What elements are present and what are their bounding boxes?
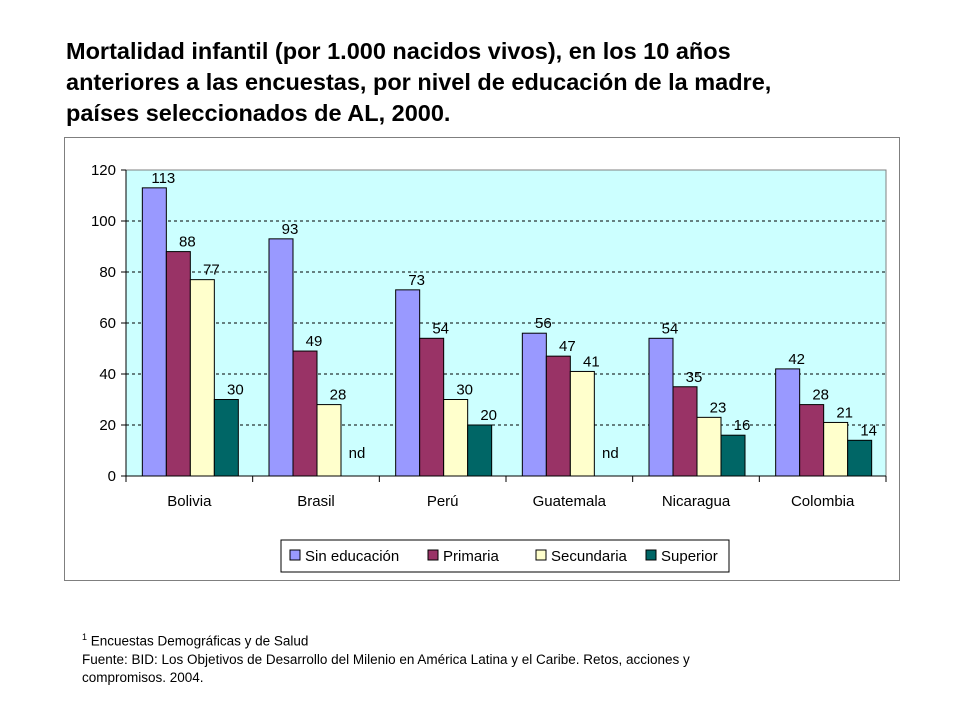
bar: [545, 355, 571, 477]
x-tick-label: Perú: [427, 493, 459, 510]
data-label: 16: [734, 417, 751, 434]
y-tick-label: 100: [91, 213, 116, 230]
bar: [775, 368, 801, 477]
data-label: 30: [227, 382, 244, 399]
bar: [141, 187, 167, 477]
data-label: 77: [203, 262, 220, 279]
bar: [799, 404, 825, 477]
data-label: nd: [349, 445, 366, 462]
x-tick-label: Colombia: [791, 493, 855, 510]
data-label: 21: [836, 404, 853, 421]
data-label: 41: [583, 353, 600, 370]
legend-label: Superior: [661, 548, 718, 565]
data-label: 30: [456, 382, 473, 399]
data-label: 54: [432, 320, 449, 337]
bar: [467, 424, 493, 477]
footnote-survey-text: Encuestas Demográficas y de Salud: [87, 633, 309, 649]
data-label: 56: [535, 315, 552, 332]
bar: [823, 421, 849, 477]
bar: [316, 404, 342, 477]
data-label: 42: [788, 351, 805, 368]
data-label: 54: [662, 320, 679, 337]
bar: [696, 416, 722, 477]
legend-swatch: [645, 549, 657, 561]
bar: [292, 350, 318, 477]
legend-swatch: [427, 549, 439, 561]
y-tick-label: 80: [99, 264, 116, 281]
bar: [847, 439, 873, 477]
legend-label: Secundaria: [551, 548, 628, 565]
data-label: 88: [179, 234, 196, 251]
y-tick-label: 0: [108, 468, 116, 485]
bar: [569, 370, 595, 477]
bar: [395, 289, 421, 477]
bar: [419, 337, 445, 477]
data-label: 28: [330, 387, 347, 404]
x-tick-label: Nicaragua: [662, 493, 731, 510]
data-label: 113: [151, 170, 175, 187]
y-tick-label: 40: [99, 366, 116, 383]
bar: [720, 434, 746, 477]
data-label: nd: [602, 445, 619, 462]
legend-swatch: [535, 549, 547, 561]
data-label: 20: [480, 407, 497, 424]
bar: [648, 337, 674, 477]
y-tick-label: 120: [91, 162, 116, 179]
data-label: 14: [860, 422, 877, 439]
chart-title: Mortalidad infantil (por 1.000 nacidos v…: [66, 36, 926, 129]
x-tick-label: Brasil: [297, 493, 335, 510]
footnote-source: Fuente: BID: Los Objetivos de Desarrollo…: [82, 651, 690, 667]
bar: [521, 332, 547, 477]
data-label: 93: [282, 221, 299, 238]
data-label: 49: [306, 333, 323, 350]
data-label: 73: [408, 272, 425, 289]
bar: [165, 251, 191, 477]
footnote: 1 Encuestas Demográficas y de Salud Fuen…: [82, 628, 842, 687]
data-label: 23: [710, 399, 727, 416]
data-label: 47: [559, 338, 576, 355]
title-line-3: países seleccionados de AL, 2000.: [66, 100, 451, 126]
y-tick-label: 20: [99, 417, 116, 434]
legend-label: Sin educación: [305, 548, 399, 565]
data-label: 28: [812, 387, 829, 404]
x-tick-label: Bolivia: [167, 493, 212, 510]
bar: [443, 399, 469, 477]
x-tick-label: Guatemala: [533, 493, 607, 510]
footnote-survey: 1 Encuestas Demográficas y de Salud: [82, 628, 842, 651]
footnote-source-cont: compromisos. 2004.: [82, 669, 204, 685]
y-tick-label: 60: [99, 315, 116, 332]
data-label: 35: [686, 369, 703, 386]
bar: [268, 238, 294, 477]
title-line-1: Mortalidad infantil (por 1.000 nacidos v…: [66, 38, 731, 64]
footnote-superscript: 1: [82, 632, 88, 642]
bar: [189, 279, 215, 477]
legend-label: Primaria: [443, 548, 499, 565]
bar: [672, 386, 698, 477]
title-line-2: anteriores a las encuestas, por nivel de…: [66, 69, 772, 95]
bar: [213, 399, 239, 477]
legend-swatch: [289, 549, 301, 561]
